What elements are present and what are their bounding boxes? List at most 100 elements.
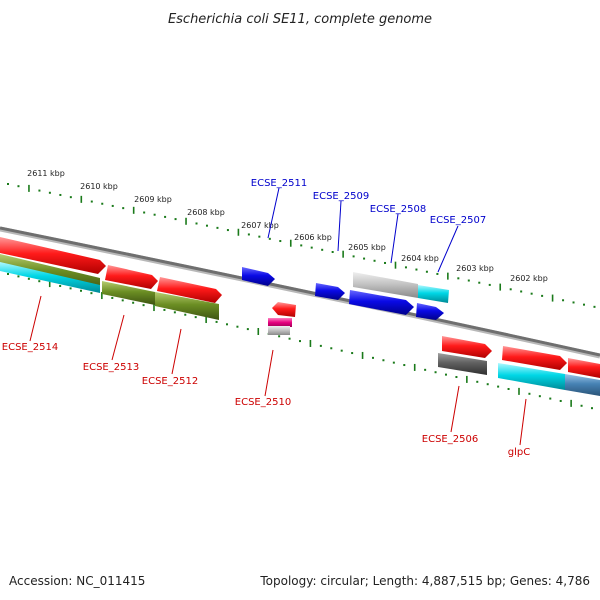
gene-red-right-1[interactable]: [502, 346, 567, 370]
minor-tick: [363, 257, 366, 260]
gene-olive-left-3[interactable]: [155, 292, 219, 320]
tick-label-2609: 2609 kbp: [134, 195, 172, 204]
leader-ecse-2508: [390, 213, 399, 264]
gene-label-ecse-2507[interactable]: ECSE_2507: [430, 215, 486, 226]
gene-blue-3[interactable]: [416, 303, 444, 320]
gene-red-ecse-2510[interactable]: [272, 302, 296, 317]
tick-label-2608: 2608 kbp: [187, 208, 225, 217]
minor-tick: [174, 218, 177, 221]
minor-tick: [321, 248, 324, 251]
gene-magenta-ecse-2510[interactable]: [268, 318, 292, 327]
leader-ecse-2513: [111, 314, 125, 361]
minor-tick: [404, 266, 407, 269]
accession-text: Accession: NC_011415: [9, 574, 145, 588]
minor-tick: [38, 189, 41, 192]
minor-tick: [121, 299, 124, 302]
minor-tick: [236, 325, 239, 328]
leader-ecse-2510: [264, 349, 274, 397]
leader-ecse-2507: [437, 225, 459, 273]
map-title: Escherichia coli SE11, complete genome: [168, 12, 432, 27]
minor-tick: [268, 237, 271, 240]
gene-label-ecse-2509[interactable]: ECSE_2509: [313, 191, 369, 202]
minor-tick: [143, 211, 146, 214]
minor-tick: [351, 352, 354, 355]
gene-grey-ecse-2510[interactable]: [268, 326, 290, 335]
gene-label-ecse-2506[interactable]: ECSE_2506: [422, 434, 478, 445]
gene-red-left-1[interactable]: [0, 237, 106, 274]
minor-tick: [122, 207, 125, 210]
gene-cyan-glpc[interactable]: [498, 363, 565, 390]
minor-tick: [528, 392, 531, 395]
minor-tick: [478, 281, 481, 284]
gene-red-left-2[interactable]: [105, 265, 158, 289]
minor-tick: [111, 296, 114, 299]
gene-label-ecse-2513[interactable]: ECSE_2513: [83, 362, 139, 373]
minor-tick: [330, 347, 333, 350]
minor-tick: [225, 323, 228, 326]
minor-tick: [27, 277, 30, 280]
gene-label-ecse-2512[interactable]: ECSE_2512: [142, 376, 198, 387]
gene-label-glpc[interactable]: glpC: [508, 447, 530, 458]
gene-grey-ecse-2508[interactable]: [353, 272, 418, 298]
gene-red-right-2[interactable]: [568, 358, 600, 378]
bottom-tick-track: [7, 273, 593, 410]
minor-tick: [425, 270, 428, 273]
minor-tick: [384, 261, 387, 264]
gene-red-ecse-2506[interactable]: [442, 336, 492, 358]
gene-label-ecse-2510[interactable]: ECSE_2510: [235, 397, 291, 408]
gene-red-left-3[interactable]: [157, 277, 222, 303]
minor-tick: [382, 359, 385, 362]
minor-tick: [298, 340, 301, 343]
minor-tick: [572, 301, 575, 304]
minor-tick: [79, 289, 82, 292]
minor-tick: [520, 290, 523, 293]
minor-tick: [559, 399, 562, 402]
minor-tick: [153, 213, 156, 216]
minor-tick: [300, 244, 303, 247]
minor-tick: [310, 246, 313, 249]
minor-tick: [371, 356, 374, 359]
minor-tick: [562, 299, 565, 302]
gene-cyan-ecse-2507[interactable]: [418, 285, 449, 303]
leader-ecse-2514: [29, 295, 42, 342]
minor-tick: [340, 349, 343, 352]
gene-steelblue-right[interactable]: [565, 374, 600, 396]
minor-tick: [434, 371, 437, 374]
gene-darkgrey-ecse-2506[interactable]: [438, 353, 487, 375]
leader-ecse-2511: [267, 187, 280, 239]
leader-ecse-2512: [171, 328, 182, 375]
gene-label-ecse-2514[interactable]: ECSE_2514: [2, 342, 58, 353]
minor-tick: [486, 383, 489, 386]
minor-tick: [59, 193, 62, 196]
minor-tick: [184, 313, 187, 316]
minor-tick: [142, 304, 145, 307]
gene-label-ecse-2511[interactable]: ECSE_2511: [251, 178, 307, 189]
minor-tick: [111, 204, 114, 207]
minor-tick: [164, 215, 167, 218]
minor-tick: [173, 311, 176, 314]
gene-label-ecse-2508[interactable]: ECSE_2508: [370, 204, 426, 215]
minor-tick: [538, 395, 541, 398]
gene-blue-2[interactable]: [349, 290, 414, 315]
genome-backbone: [0, 226, 600, 357]
tick-label-2611: 2611 kbp: [27, 169, 65, 178]
genome-backbone-shadow: [0, 226, 600, 359]
minor-tick: [403, 364, 406, 367]
minor-tick: [48, 191, 51, 194]
gene-olive-left-2[interactable]: [102, 281, 155, 305]
topology-text: Topology: circular; Length: 4,887,515 bp…: [259, 574, 590, 588]
minor-tick: [278, 335, 281, 338]
minor-tick: [69, 196, 72, 199]
minor-tick: [444, 373, 447, 376]
minor-tick: [373, 259, 376, 262]
gene-blue-ecse-2509[interactable]: [315, 283, 345, 300]
minor-tick: [38, 280, 41, 283]
tick-label-2603: 2603 kbp: [456, 264, 494, 273]
minor-tick: [593, 305, 596, 308]
gene-blue-ecse-2511[interactable]: [242, 267, 275, 286]
gene-cyan-left[interactable]: [0, 262, 100, 293]
minor-tick: [455, 376, 458, 379]
top-tick-track: [7, 183, 596, 308]
minor-tick: [467, 279, 470, 282]
